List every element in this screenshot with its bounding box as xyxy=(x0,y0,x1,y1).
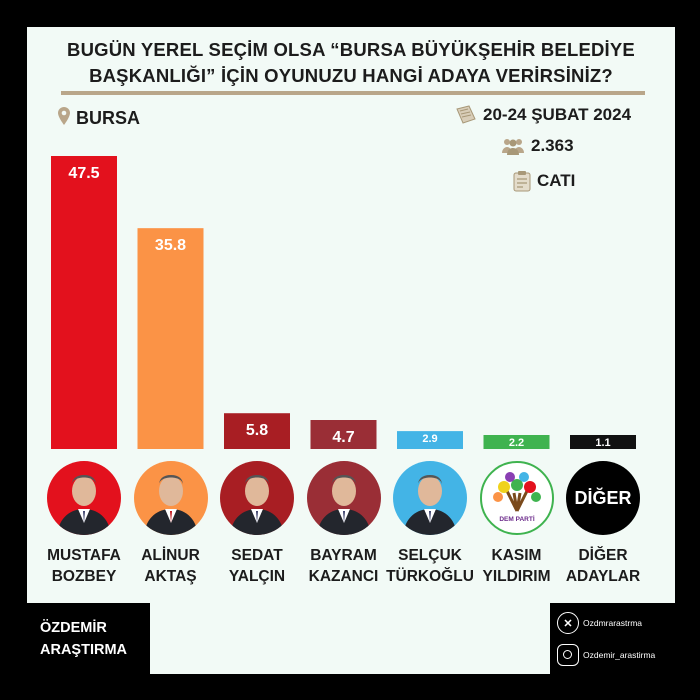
bar-value-label-6: 2.2 xyxy=(509,437,524,449)
brand-box: ÖZDEMİR ARAŞTIRMA xyxy=(27,603,150,674)
poll-question-line-1: BUGÜN YEREL SEÇİM OLSA “BURSA BÜYÜKŞEHİR… xyxy=(67,39,635,60)
candidate-name-line-1: SELÇUK xyxy=(398,547,462,564)
candidate-name-line-2: AKTAŞ xyxy=(144,568,197,585)
poll-card: BUGÜN YEREL SEÇİM OLSA “BURSA BÜYÜKŞEHİR… xyxy=(27,27,675,674)
survey-date-text: 20-24 ŞUBAT 2024 xyxy=(483,105,632,124)
bar-value-label-4: 4.7 xyxy=(332,429,354,446)
poll-question: BUGÜN YEREL SEÇİM OLSA “BURSA BÜYÜKŞEHİR… xyxy=(27,37,675,89)
candidate-names: MUSTAFA BOZBEY ALİNUR AKTAŞ SEDAT YALÇIN BAYRA… xyxy=(27,545,675,605)
candidate-name-line-1: DİĞER xyxy=(578,547,628,564)
candidate-name-line-2: YALÇIN xyxy=(228,568,286,585)
instagram-handle: Ozdemir_arastirma xyxy=(583,650,656,660)
diger-logo-text: DİĞER xyxy=(574,487,632,508)
bar-value-label-1: 47.5 xyxy=(68,165,99,182)
candidate-name-line-2: BOZBEY xyxy=(51,568,117,585)
candidate-photo-6: DEM PARTİ xyxy=(479,461,554,535)
survey-method: CATI xyxy=(513,170,575,192)
bar-4 xyxy=(310,420,377,449)
sample-size-text: 2.363 xyxy=(531,136,574,155)
survey-method-text: CATI xyxy=(537,171,576,190)
bar-value-label-2: 35.8 xyxy=(155,237,186,254)
bar-value-label-3: 5.8 xyxy=(246,422,268,439)
candidate-photo-1 xyxy=(47,461,121,535)
candidate-photo-4 xyxy=(306,461,381,535)
bar-7 xyxy=(570,435,636,449)
bar-2 xyxy=(137,228,204,449)
bar-value-label-5: 2.9 xyxy=(422,433,437,445)
sample-size: 2.363 xyxy=(501,136,574,156)
x-account[interactable]: ✕ Ozdmrarastrma xyxy=(557,612,642,634)
candidate-name-line-2: TÜRKOĞLU xyxy=(386,568,474,585)
bar-5 xyxy=(397,431,463,449)
x-handle: Ozdmrarastrma xyxy=(583,618,643,628)
bar-6 xyxy=(483,435,550,449)
poll-question-line-2: BAŞKANLIĞI” İÇİN OYUNUZU HANGİ ADAYA VER… xyxy=(89,65,613,86)
candidate-name-line-1: KASIM xyxy=(491,547,542,564)
candidate-name-line-1: ALİNUR xyxy=(141,547,200,564)
bar-value-label-7: 1.1 xyxy=(595,437,610,449)
location: BURSA xyxy=(58,106,141,130)
candidate-name-line-1: BAYRAM xyxy=(310,547,377,564)
candidate-name-7: DİĞER ADAYLAR xyxy=(555,545,651,587)
candidate-name-4: BAYRAM KAZANCI xyxy=(296,545,392,587)
instagram-icon xyxy=(557,644,579,666)
candidate-name-line-1: MUSTAFA xyxy=(47,547,121,564)
x-logo-icon: ✕ xyxy=(557,612,579,634)
candidate-name-6: KASIM YILDIRIM xyxy=(469,545,565,587)
people-icon xyxy=(501,137,525,155)
candidate-photo-7: DİĞER xyxy=(566,461,640,535)
candidate-name-line-2: ADAYLAR xyxy=(565,568,641,585)
social-box: ✕ Ozdmrarastrma Ozdemir_arastirma xyxy=(550,603,675,674)
dem-parti-logo: DEM PARTİ xyxy=(492,472,541,523)
candidate-name-line-2: YILDIRIM xyxy=(482,568,551,585)
location-label: BURSA xyxy=(76,107,141,128)
brand-name-line-1: ÖZDEMİR xyxy=(40,619,107,636)
bar-1 xyxy=(51,156,117,449)
bar-chart: 47.5 35.8 5.8 4.7 2.9 2.2 1.1 xyxy=(51,156,636,449)
candidate-name-1: MUSTAFA BOZBEY xyxy=(36,545,132,587)
candidate-name-5: SELÇUK TÜRKOĞLU xyxy=(382,545,478,587)
candidate-photo-2 xyxy=(133,461,208,535)
calendar-icon xyxy=(455,105,477,125)
candidate-name-3: SEDAT YALÇIN xyxy=(209,545,305,587)
clipboard-icon xyxy=(513,170,531,192)
candidate-photo-5 xyxy=(393,461,467,535)
brand-name-line-2: ARAŞTIRMA xyxy=(40,641,127,658)
map-pin-icon xyxy=(58,106,70,130)
candidate-name-line-1: SEDAT xyxy=(231,547,283,564)
candidate-photo-3 xyxy=(220,461,294,535)
survey-date: 20-24 ŞUBAT 2024 xyxy=(455,105,631,125)
candidate-name-2: ALİNUR AKTAŞ xyxy=(123,545,219,587)
instagram-account[interactable]: Ozdemir_arastirma xyxy=(557,644,655,666)
svg-text:DEM PARTİ: DEM PARTİ xyxy=(499,515,534,523)
candidate-name-line-2: KAZANCI xyxy=(308,568,379,585)
title-divider xyxy=(61,91,645,95)
bar-3 xyxy=(224,413,290,449)
